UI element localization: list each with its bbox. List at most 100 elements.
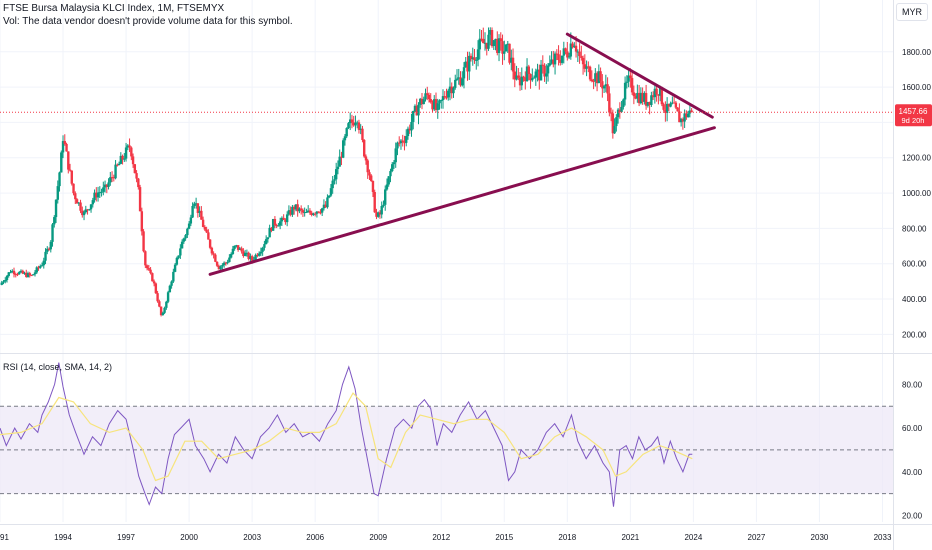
candle-body [93, 192, 96, 201]
candle-body [242, 251, 245, 256]
candle-body [478, 38, 481, 50]
candle-body [688, 110, 692, 114]
candle-body [459, 77, 462, 86]
candle-body [123, 158, 126, 160]
candle-body [650, 95, 653, 105]
candle-body [224, 262, 228, 264]
candle-body [634, 96, 637, 99]
candle-body [305, 212, 308, 214]
candle-body [457, 77, 460, 79]
candle-body [639, 92, 643, 104]
price-axis-label: 600.00 [902, 260, 927, 269]
candle-body [88, 209, 91, 211]
candle-body [67, 151, 70, 170]
candle-body [559, 60, 562, 63]
candle-body [156, 293, 159, 302]
price-tag [895, 104, 932, 127]
candle-body [452, 87, 455, 94]
price-axis-label: 1600.00 [902, 83, 931, 92]
candle-body [492, 40, 495, 47]
candle-body [126, 145, 130, 148]
chart-title: FTSE Bursa Malaysia KLCI Index, 1M, FTSE… [3, 3, 225, 14]
candle-body [382, 204, 385, 206]
candle-body [278, 221, 282, 226]
candle-body [541, 64, 545, 66]
candle-body [301, 210, 305, 213]
candle-body [427, 94, 431, 99]
candle-body [0, 282, 3, 285]
candle-body [42, 260, 45, 266]
candle-body [520, 76, 523, 86]
candle-body [49, 241, 52, 250]
candle-body [130, 147, 133, 157]
candle-body [601, 81, 604, 89]
candle-body [84, 209, 87, 213]
candle-body [447, 90, 450, 98]
candle-body [91, 200, 95, 205]
candle-body [627, 75, 630, 82]
candle-body [546, 65, 550, 74]
candle-body [159, 306, 163, 316]
candle-body [641, 92, 644, 102]
candle-body [296, 204, 299, 212]
candle-body [690, 110, 693, 113]
candle-body [144, 251, 147, 266]
candle-body [359, 128, 362, 130]
candle-body [419, 98, 422, 105]
candle-body [147, 268, 151, 270]
candle-body [68, 169, 72, 171]
candle-body [79, 202, 82, 211]
time-axis-label: 2033 [874, 533, 892, 542]
candle-body [294, 204, 298, 210]
candle-body [154, 283, 158, 294]
candle-body [221, 265, 224, 267]
candle-body [264, 239, 268, 245]
candle-body [475, 59, 478, 61]
candle-body [44, 251, 47, 261]
candle-body [501, 41, 504, 54]
candle-body [37, 267, 40, 269]
candle-body [585, 66, 588, 69]
candle-body [394, 148, 397, 163]
candle-body [630, 77, 634, 93]
candle-body [340, 156, 343, 158]
time-axis-label: 1997 [117, 533, 135, 542]
candle-body [613, 126, 616, 134]
candle-body [347, 123, 350, 129]
rsi-axis-label: 80.00 [902, 380, 923, 389]
candle-body [158, 301, 161, 307]
time-axis-label: 2006 [306, 533, 324, 542]
candle-body [665, 103, 669, 114]
candle-body [21, 270, 24, 274]
candle-body [651, 95, 655, 98]
candle-body [371, 180, 375, 193]
candle-body [310, 212, 313, 216]
candle-body [215, 261, 219, 266]
candle-body [100, 191, 103, 193]
candle-body [357, 122, 361, 130]
candle-body [86, 209, 89, 211]
candle-body [483, 42, 487, 44]
currency-button[interactable]: MYR [896, 3, 928, 21]
candle-body [490, 30, 494, 47]
candle-body [82, 212, 86, 216]
candle-body [678, 111, 681, 123]
candle-body [25, 272, 28, 277]
candle-body [499, 38, 502, 42]
candle-body [112, 177, 116, 179]
candle-body [506, 43, 509, 45]
candle-body [366, 160, 369, 173]
candle-body [392, 162, 396, 165]
candle-body [518, 77, 522, 86]
candle-body [370, 175, 373, 181]
candle-body [243, 252, 247, 256]
candle-body [422, 99, 425, 105]
candle-body [679, 119, 683, 123]
candle-body [578, 51, 581, 57]
candle-body [594, 73, 597, 82]
candle-body [529, 74, 532, 81]
candle-body [326, 197, 329, 208]
candle-body [219, 266, 222, 270]
candle-body [667, 103, 671, 107]
